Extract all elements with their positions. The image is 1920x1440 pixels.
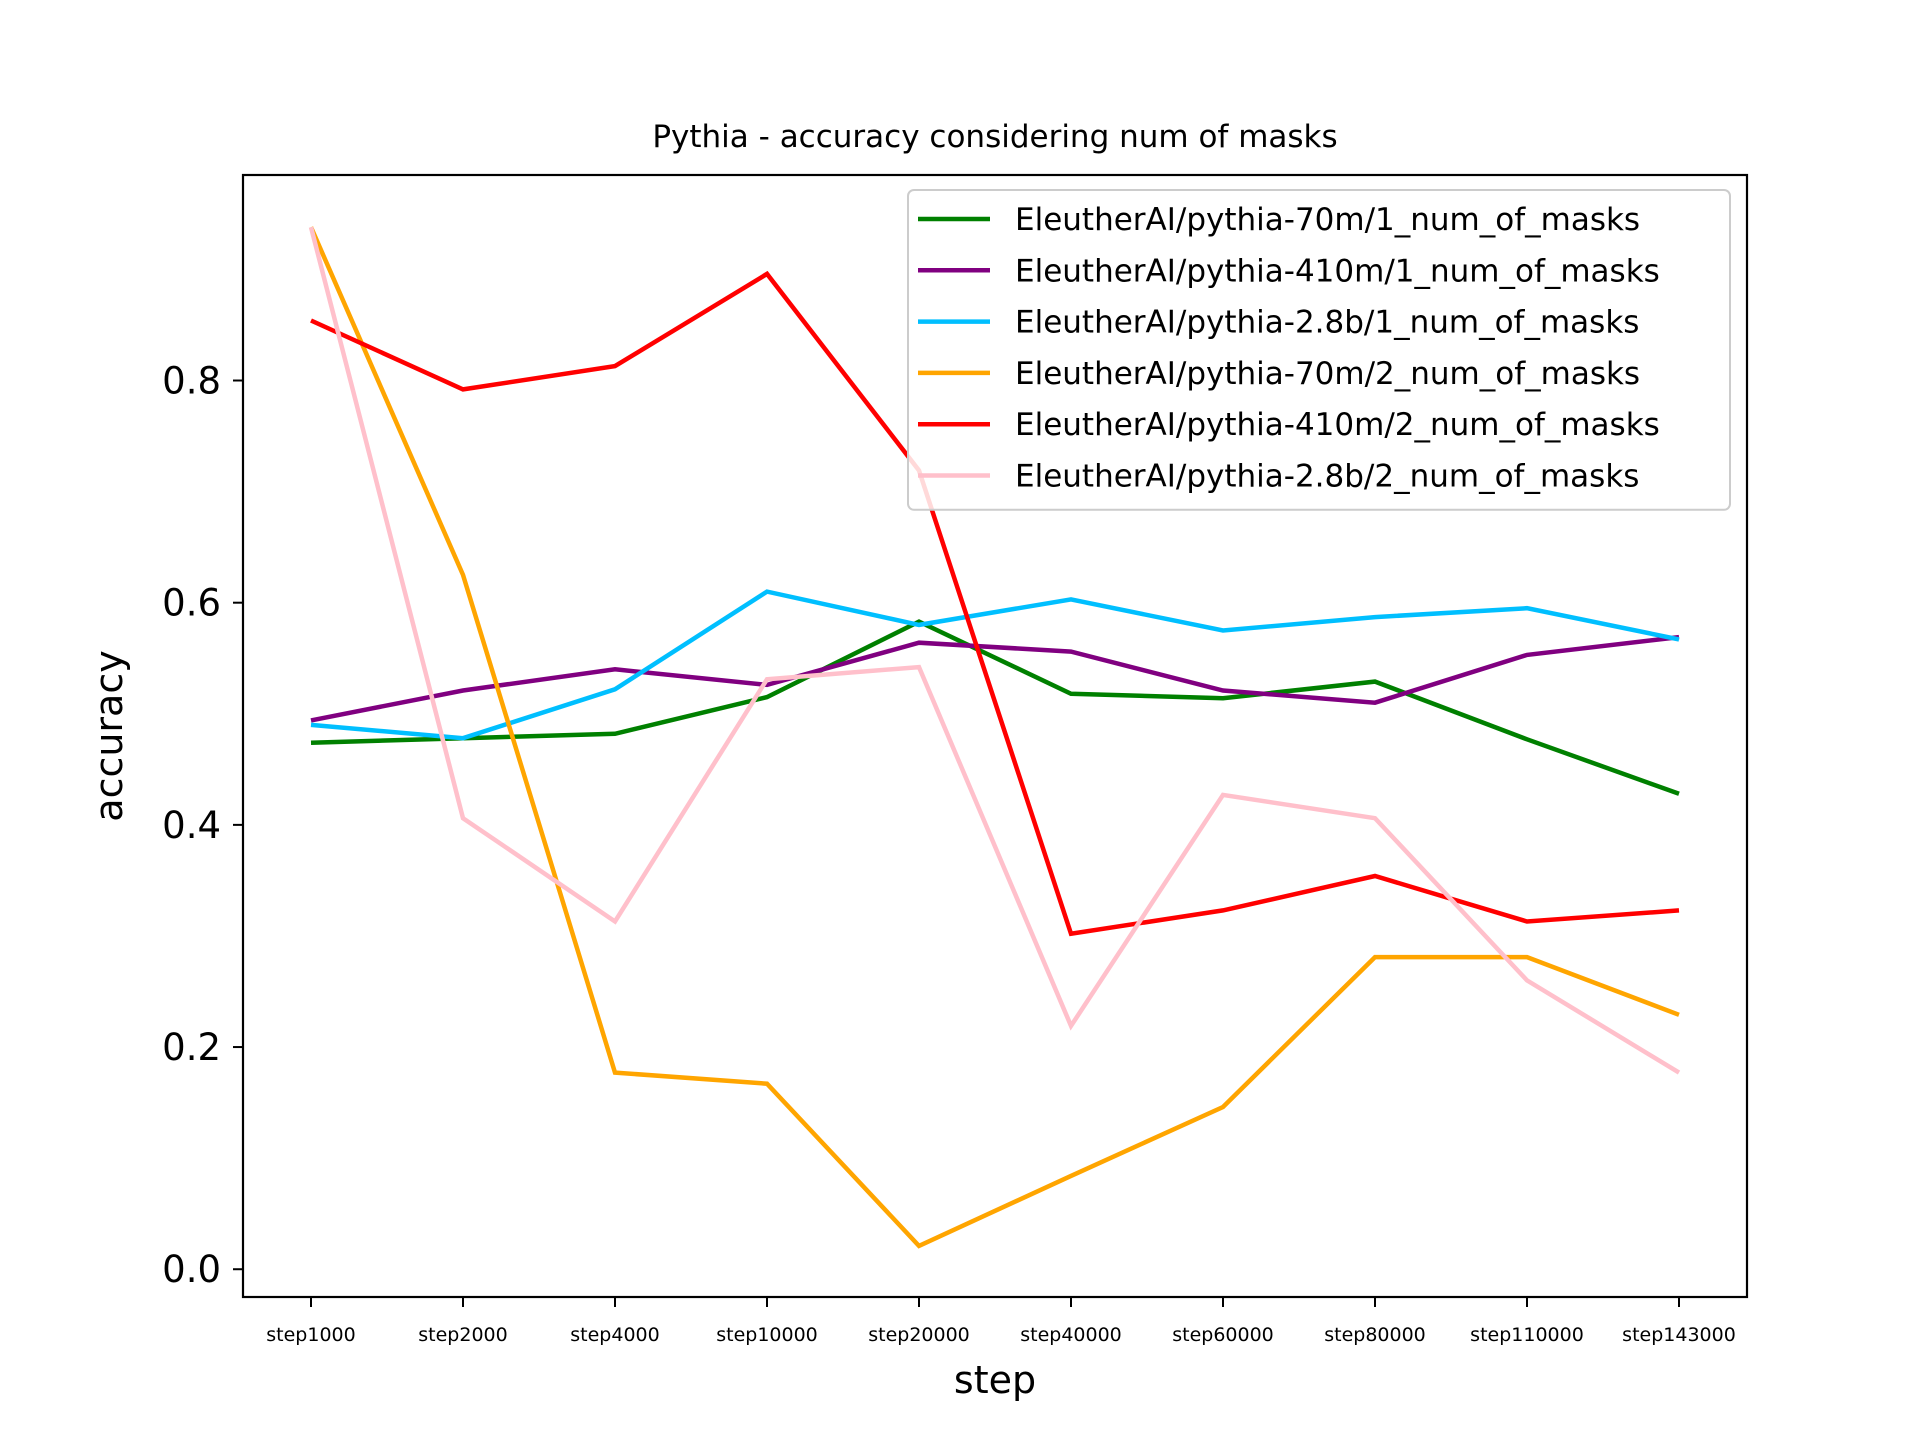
x-tick-label: step10000 xyxy=(716,1324,818,1346)
y-tick-label: 0.8 xyxy=(162,360,221,403)
x-tick-label: step2000 xyxy=(418,1324,507,1346)
legend-label: EleutherAI/pythia-410m/2_num_of_masks xyxy=(1015,407,1660,443)
x-tick-label: step60000 xyxy=(1172,1324,1274,1346)
x-tick-label: step110000 xyxy=(1470,1324,1584,1346)
y-tick-label: 0.0 xyxy=(162,1248,221,1291)
legend-label: EleutherAI/pythia-2.8b/2_num_of_masks xyxy=(1015,459,1639,495)
x-tick-label: step40000 xyxy=(1020,1324,1122,1346)
x-tick-label: step1000 xyxy=(266,1324,355,1346)
legend-box xyxy=(907,189,1731,511)
legend-label: EleutherAI/pythia-2.8b/1_num_of_masks xyxy=(1015,305,1639,341)
y-axis-label: accuracy xyxy=(87,650,131,821)
chart-title: Pythia - accuracy considering num of mas… xyxy=(652,119,1337,155)
series-line-1 xyxy=(310,619,1680,796)
x-axis-label: step xyxy=(954,1358,1036,1402)
series-line-4 xyxy=(308,226,1680,1249)
legend-label: EleutherAI/pythia-410m/1_num_of_masks xyxy=(1015,253,1660,289)
x-tick-label: step4000 xyxy=(570,1324,659,1346)
y-tick-label: 0.2 xyxy=(162,1026,221,1069)
plot-frame xyxy=(241,173,1749,1299)
x-tick-label: step80000 xyxy=(1324,1324,1426,1346)
legend-label: EleutherAI/pythia-70m/1_num_of_masks xyxy=(1015,202,1640,238)
series-line-3 xyxy=(310,589,1680,741)
y-tick-label: 0.6 xyxy=(162,582,221,625)
series-line-2 xyxy=(310,634,1680,723)
legend-label: EleutherAI/pythia-70m/2_num_of_masks xyxy=(1015,356,1640,392)
x-tick-label: step20000 xyxy=(868,1324,970,1346)
y-tick-label: 0.4 xyxy=(162,804,221,847)
series-line-6 xyxy=(308,226,1681,1075)
x-tick-label: step143000 xyxy=(1622,1324,1736,1346)
